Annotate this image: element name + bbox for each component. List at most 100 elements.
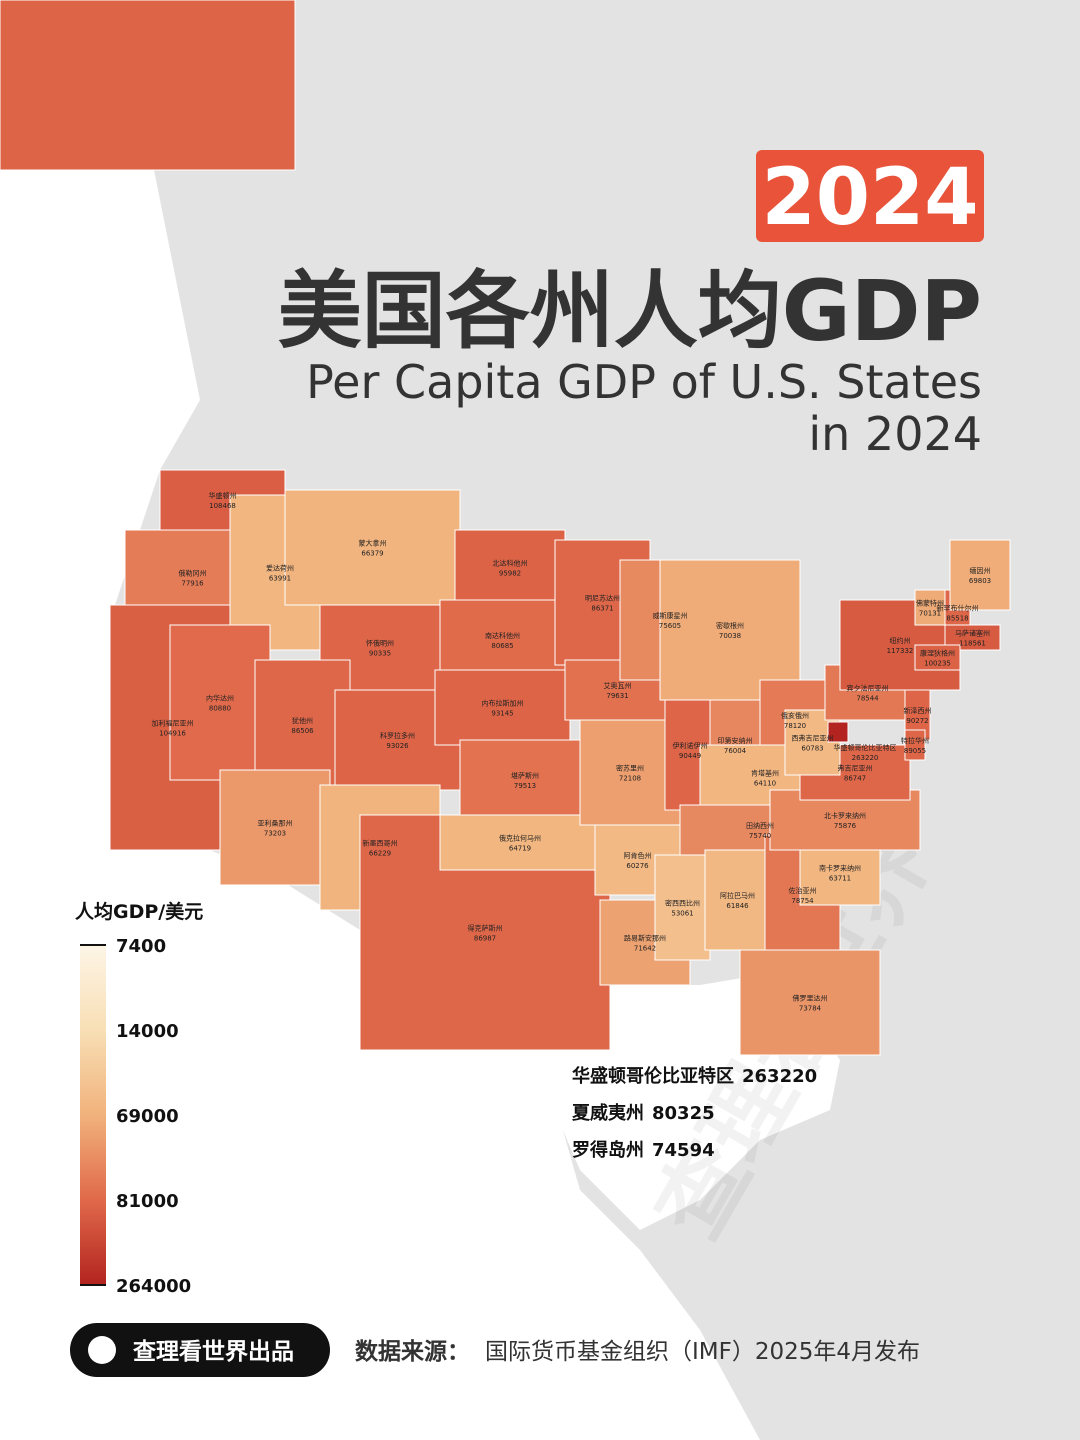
source-label: 数据来源：: [355, 1339, 470, 1365]
state-value: 104916: [159, 730, 186, 738]
subtitle: Per Capita GDP of U.S. States in 2024: [306, 355, 982, 461]
note-value: 263220: [742, 1066, 817, 1087]
state-value: 79631: [606, 692, 628, 700]
state-name: 南达科他州: [485, 631, 520, 640]
state-name: 路易斯安那州: [624, 934, 666, 943]
state-value: 75876: [834, 822, 857, 830]
state: [799, 839, 881, 906]
state-value: 76004: [724, 747, 747, 755]
state-value: 95982: [499, 570, 521, 578]
state-name: 新泽西州: [904, 706, 932, 715]
state-name: 佐治亚州: [789, 886, 817, 895]
brand-pill: [70, 1323, 330, 1377]
state-value: 73784: [799, 1005, 822, 1013]
state-value: 66379: [361, 550, 383, 558]
state-value: 93145: [491, 710, 513, 718]
state-value: 118561: [959, 640, 986, 648]
note-name: 夏威夷州: [572, 1102, 644, 1124]
state: [0, 0, 296, 171]
state: [949, 539, 1011, 611]
state-name: 宾夕法尼亚州: [847, 684, 889, 693]
state-name: 新罕布什尔州: [937, 604, 979, 613]
state-name: 康涅狄格州: [920, 649, 955, 658]
state-name: 肯塔基州: [751, 769, 779, 778]
state: [434, 669, 571, 746]
state: [914, 644, 961, 671]
state: [439, 599, 566, 681]
state-name: 亚利桑那州: [258, 819, 293, 828]
state-value: 78754: [791, 897, 814, 905]
state-name: 内布拉斯加州: [482, 699, 524, 708]
brand: 查理看世界出品: [133, 1339, 294, 1365]
brand-icon: [88, 1336, 116, 1364]
state: [704, 849, 771, 951]
state-value: 63991: [269, 575, 291, 583]
state-name: 佛罗里达州: [793, 994, 828, 1003]
state: [579, 719, 681, 826]
legend-tick-label: 264000: [116, 1276, 191, 1297]
state-value: 60276: [626, 862, 649, 870]
state-value: 89055: [904, 747, 926, 755]
state-value: 61846: [726, 902, 749, 910]
states: 阿拉斯加州95147华盛顿州108468俄勒冈州77916加利福尼亚州10491…: [0, 0, 1011, 1056]
state-name: 西弗吉尼亚州: [792, 734, 834, 743]
state-name: 新墨西哥州: [363, 839, 398, 848]
state-value: 75740: [749, 832, 771, 840]
state-name: 艾奥瓦州: [604, 681, 632, 690]
state-value: 64719: [509, 845, 531, 853]
notes: 华盛顿哥伦比亚特区 263220 夏威夷州 80325 罗得岛州 74594: [572, 1065, 817, 1161]
state-value: 66229: [369, 850, 391, 858]
state-value: 77916: [181, 580, 204, 588]
state-value: 64110: [754, 780, 776, 788]
state-name: 印第安纳州: [718, 736, 753, 745]
state-value: 78120: [784, 722, 806, 730]
state-name: 阿拉巴马州: [720, 891, 755, 900]
state-name: 俄亥俄州: [781, 711, 809, 720]
state-value: 80685: [491, 642, 513, 650]
state-name: 纽约州: [890, 636, 911, 645]
legend-tick-label: 14000: [116, 1021, 179, 1042]
state-value: 60783: [801, 745, 823, 753]
state-value: 70131: [919, 610, 941, 618]
state: [439, 814, 601, 871]
state: [904, 729, 926, 761]
state-name: 得克萨斯州: [468, 924, 503, 933]
state: [219, 769, 331, 886]
state-name: 内华达州: [206, 694, 234, 703]
state: [564, 659, 671, 721]
badge: 2024: [761, 153, 978, 243]
state-name: 南卡罗来纳州: [819, 864, 861, 873]
state: [459, 739, 591, 821]
state-name: 阿肯色州: [624, 851, 652, 860]
legend-title: 人均GDP/美元: [75, 900, 203, 923]
state-name: 密歇根州: [716, 621, 744, 630]
state-name: 加利福尼亚州: [152, 719, 194, 728]
legend: 人均GDP/美元 7400 14000 69000 81000 264000: [75, 900, 203, 1297]
state-value: 86506: [291, 727, 314, 735]
state-value: 78544: [856, 695, 879, 703]
state-name: 俄勒冈州: [179, 569, 207, 578]
state: [654, 854, 711, 961]
state-value: 93026: [386, 742, 409, 750]
state: [169, 624, 271, 781]
note: 罗得岛州 74594: [572, 1139, 715, 1161]
state-value: 100235: [924, 660, 951, 668]
state-name: 明尼苏达州: [585, 594, 620, 603]
title: 美国各州人均GDP: [278, 262, 982, 360]
note: 夏威夷州 80325: [572, 1102, 715, 1124]
state-value: 69803: [969, 577, 991, 585]
state-value: 53061: [671, 910, 693, 918]
state-value: 117332: [887, 647, 914, 655]
state-value: 85518: [946, 615, 968, 623]
state-value: 71642: [634, 945, 656, 953]
legend-bar: [80, 945, 106, 1285]
state-name: 缅因州: [970, 566, 991, 575]
state-value: 63711: [829, 875, 851, 883]
state-value: 90272: [906, 717, 928, 725]
note-name: 华盛顿哥伦比亚特区: [572, 1065, 734, 1087]
state: [827, 721, 849, 743]
state-name: 犹他州: [292, 716, 313, 725]
state: [739, 949, 881, 1056]
state-value: 80880: [209, 705, 231, 713]
